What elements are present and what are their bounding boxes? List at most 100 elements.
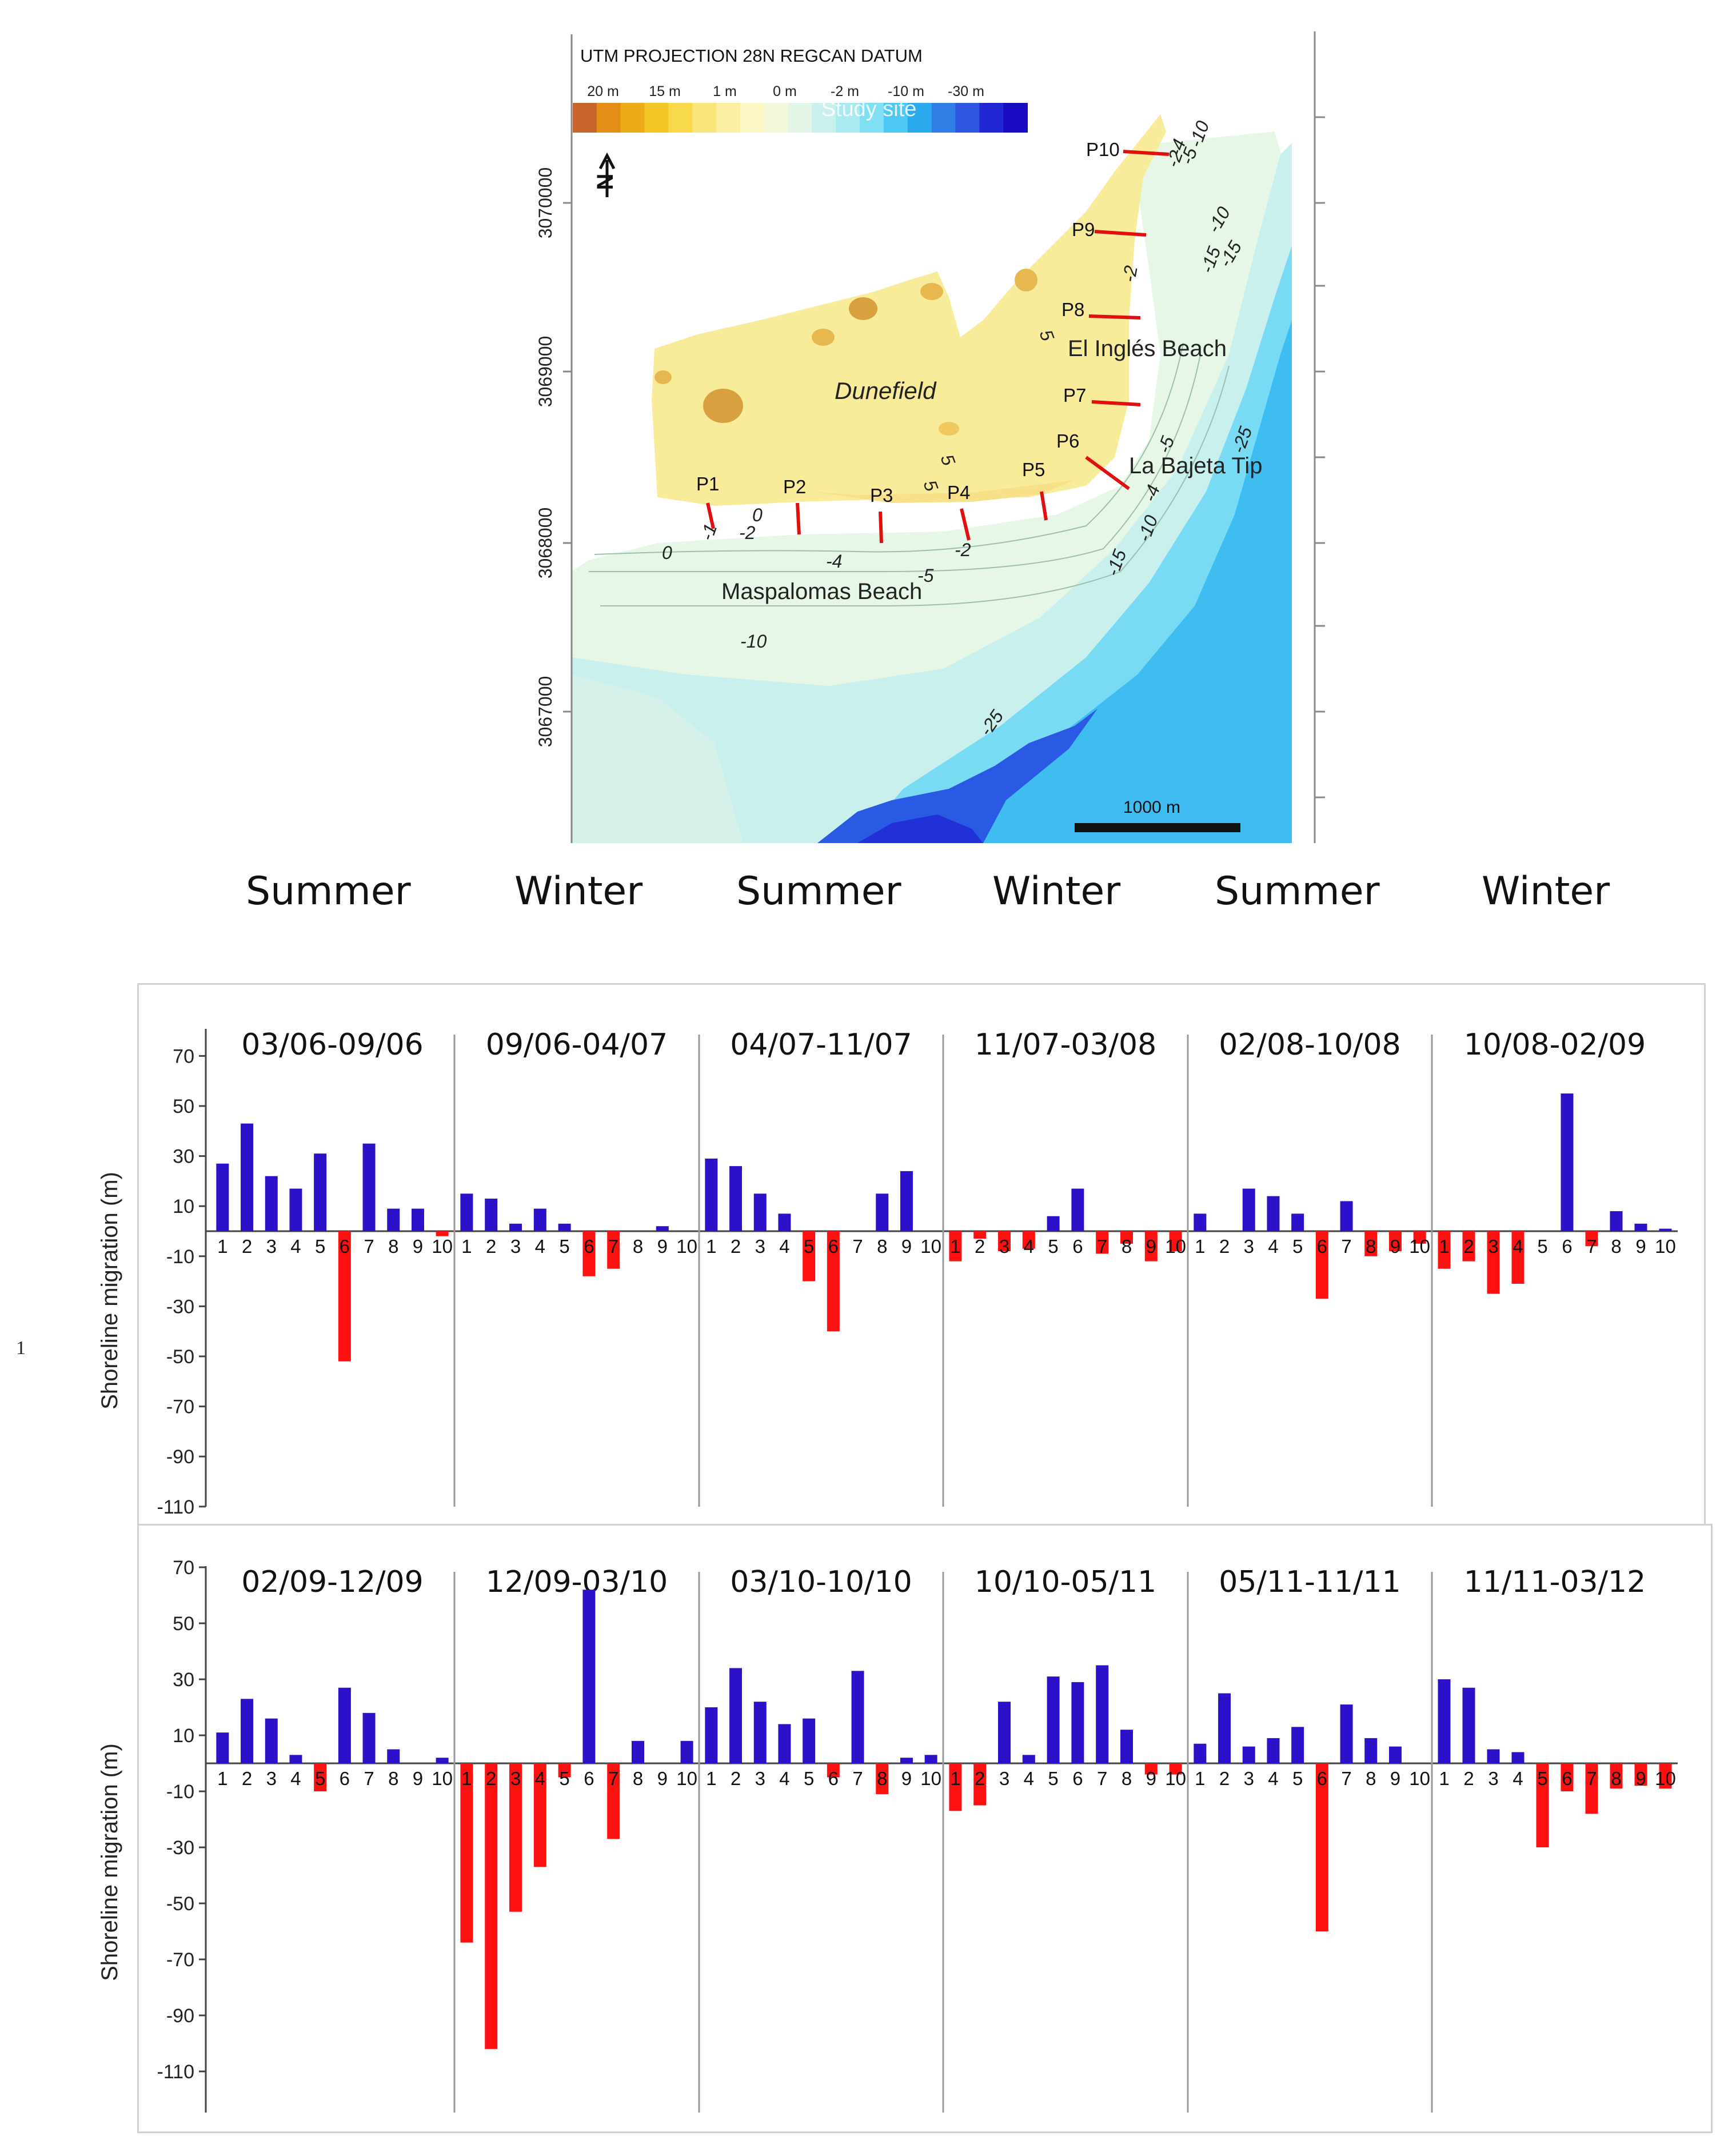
profile-label-p1: P1 xyxy=(696,473,719,494)
x-tick-label: 1 xyxy=(950,1768,960,1789)
bar-profile-8 xyxy=(1120,1231,1133,1244)
bar-profile-1 xyxy=(1194,1743,1207,1763)
season-label: Summer xyxy=(736,869,901,914)
x-tick-label: 5 xyxy=(1292,1236,1303,1257)
x-tick-label: 2 xyxy=(1463,1768,1474,1789)
legend-swatch xyxy=(596,103,621,133)
legend-swatch xyxy=(668,103,693,133)
dune-patch xyxy=(703,389,743,423)
bar-profile-9 xyxy=(1388,1231,1402,1252)
bar-profile-8 xyxy=(387,1749,400,1763)
bar-profile-10 xyxy=(1169,1231,1182,1252)
x-tick-label: 9 xyxy=(1635,1236,1646,1257)
x-tick-label: 3 xyxy=(1488,1768,1498,1789)
bar-profile-1 xyxy=(949,1763,962,1811)
x-tick-label: 4 xyxy=(1024,1236,1034,1257)
bar-profile-2 xyxy=(485,1199,498,1231)
x-tick-label: 3 xyxy=(755,1236,765,1257)
bar-profile-5 xyxy=(314,1763,327,1791)
y-tick-label: -90 xyxy=(166,2005,194,2027)
bar-profile-3 xyxy=(265,1718,278,1763)
x-tick-label: 7 xyxy=(1097,1768,1107,1789)
scale-label: 1000 m xyxy=(1123,798,1180,817)
map-legend-labels: 20 m 15 m 1 m 0 m -2 m -10 m -30 m xyxy=(587,83,984,99)
x-tick-label: 4 xyxy=(1512,1768,1523,1789)
bar-profile-4 xyxy=(1267,1196,1280,1231)
legend-swatch xyxy=(883,103,908,133)
contour-label: -2 xyxy=(739,522,756,543)
legend-swatch xyxy=(931,103,956,133)
x-tick-label: 9 xyxy=(1635,1768,1646,1789)
bar-profile-5 xyxy=(1536,1763,1549,1847)
bar-profile-3 xyxy=(753,1193,767,1231)
x-tick-label: 2 xyxy=(1219,1236,1230,1257)
x-tick-label: 1 xyxy=(706,1768,716,1789)
x-tick-label: 8 xyxy=(633,1236,643,1257)
bar-profile-8 xyxy=(1364,1738,1378,1763)
x-tick-label: 6 xyxy=(1562,1768,1572,1789)
bar-profile-5 xyxy=(558,1763,571,1778)
bar-profile-7 xyxy=(1096,1231,1109,1254)
panel-3: 04/07-11/07 1 2 3 4 5 6 7 8 9 10 xyxy=(705,1028,944,1507)
x-tick-label: 10 xyxy=(1165,1768,1186,1789)
x-tick-label: 10 xyxy=(920,1768,941,1789)
x-tick-label: 7 xyxy=(1097,1236,1107,1257)
bar-profile-1 xyxy=(1438,1231,1451,1269)
bar-profile-6 xyxy=(582,1590,596,1763)
bar-profile-4 xyxy=(533,1763,546,1867)
x-tick-label: 7 xyxy=(852,1768,863,1789)
map-title: UTM PROJECTION 28N REGCAN DATUM xyxy=(580,46,923,66)
map-y-tick-4: 3067000 xyxy=(535,676,556,748)
bar-profile-5 xyxy=(803,1718,816,1763)
bar-profile-9 xyxy=(1634,1223,1647,1231)
bar-profile-7 xyxy=(607,1231,620,1269)
bar-profile-5 xyxy=(1047,1676,1060,1763)
x-tick-label: 10 xyxy=(1655,1236,1676,1257)
bar-profile-4 xyxy=(1022,1755,1035,1763)
legend-label: 15 m xyxy=(649,83,681,99)
bar-profile-7 xyxy=(851,1671,864,1763)
x-tick-label: 2 xyxy=(242,1236,252,1257)
x-tick-label: 2 xyxy=(242,1768,252,1789)
bar-profile-10 xyxy=(1413,1231,1426,1244)
contour-label: 0 xyxy=(662,542,672,563)
bar-profile-8 xyxy=(1364,1231,1378,1256)
x-tick-label: 3 xyxy=(266,1236,277,1257)
x-tick-label: 7 xyxy=(1586,1236,1597,1257)
panel-title: 09/06-04/07 xyxy=(486,1028,668,1062)
x-tick-label: 2 xyxy=(1463,1236,1474,1257)
y-tick-label: -70 xyxy=(166,1396,194,1418)
y-tick-label: 50 xyxy=(173,1613,194,1635)
y-tick-label: -70 xyxy=(166,1949,194,1971)
bar-profile-2 xyxy=(729,1668,743,1763)
x-tick-label: 5 xyxy=(315,1236,325,1257)
profile-label-p9: P9 xyxy=(1072,219,1095,240)
x-tick-label: 8 xyxy=(1611,1768,1621,1789)
contour-label: 0 xyxy=(752,505,763,525)
legend-swatch xyxy=(860,103,884,133)
profile-label-p5: P5 xyxy=(1022,459,1045,480)
legend-label: -10 m xyxy=(888,83,924,99)
contour-label: -10 xyxy=(740,631,767,652)
bar-profile-1 xyxy=(1438,1679,1451,1763)
bar-profile-6 xyxy=(1071,1188,1084,1231)
bar-profile-9 xyxy=(656,1226,669,1231)
x-tick-label: 8 xyxy=(388,1768,398,1789)
x-tick-label: 5 xyxy=(1537,1236,1547,1257)
legend-swatch xyxy=(907,103,932,133)
bar-profile-2 xyxy=(485,1763,498,2049)
legend-swatch xyxy=(1003,103,1028,133)
x-tick-label: 10 xyxy=(676,1236,697,1257)
x-tick-label: 3 xyxy=(999,1236,1009,1257)
bar-profile-5 xyxy=(558,1223,571,1231)
ingles-beach-label: El Inglés Beach xyxy=(1068,336,1227,361)
x-tick-label: 8 xyxy=(388,1236,398,1257)
bajeta-tip-label: La Bajeta Tip xyxy=(1129,453,1263,478)
bar-profile-4 xyxy=(1022,1231,1035,1249)
bar-profile-3 xyxy=(1487,1749,1500,1763)
x-tick-label: 1 xyxy=(950,1236,960,1257)
x-tick-label: 8 xyxy=(1122,1768,1132,1789)
x-tick-label: 2 xyxy=(975,1236,985,1257)
x-tick-label: 1 xyxy=(1195,1768,1205,1789)
